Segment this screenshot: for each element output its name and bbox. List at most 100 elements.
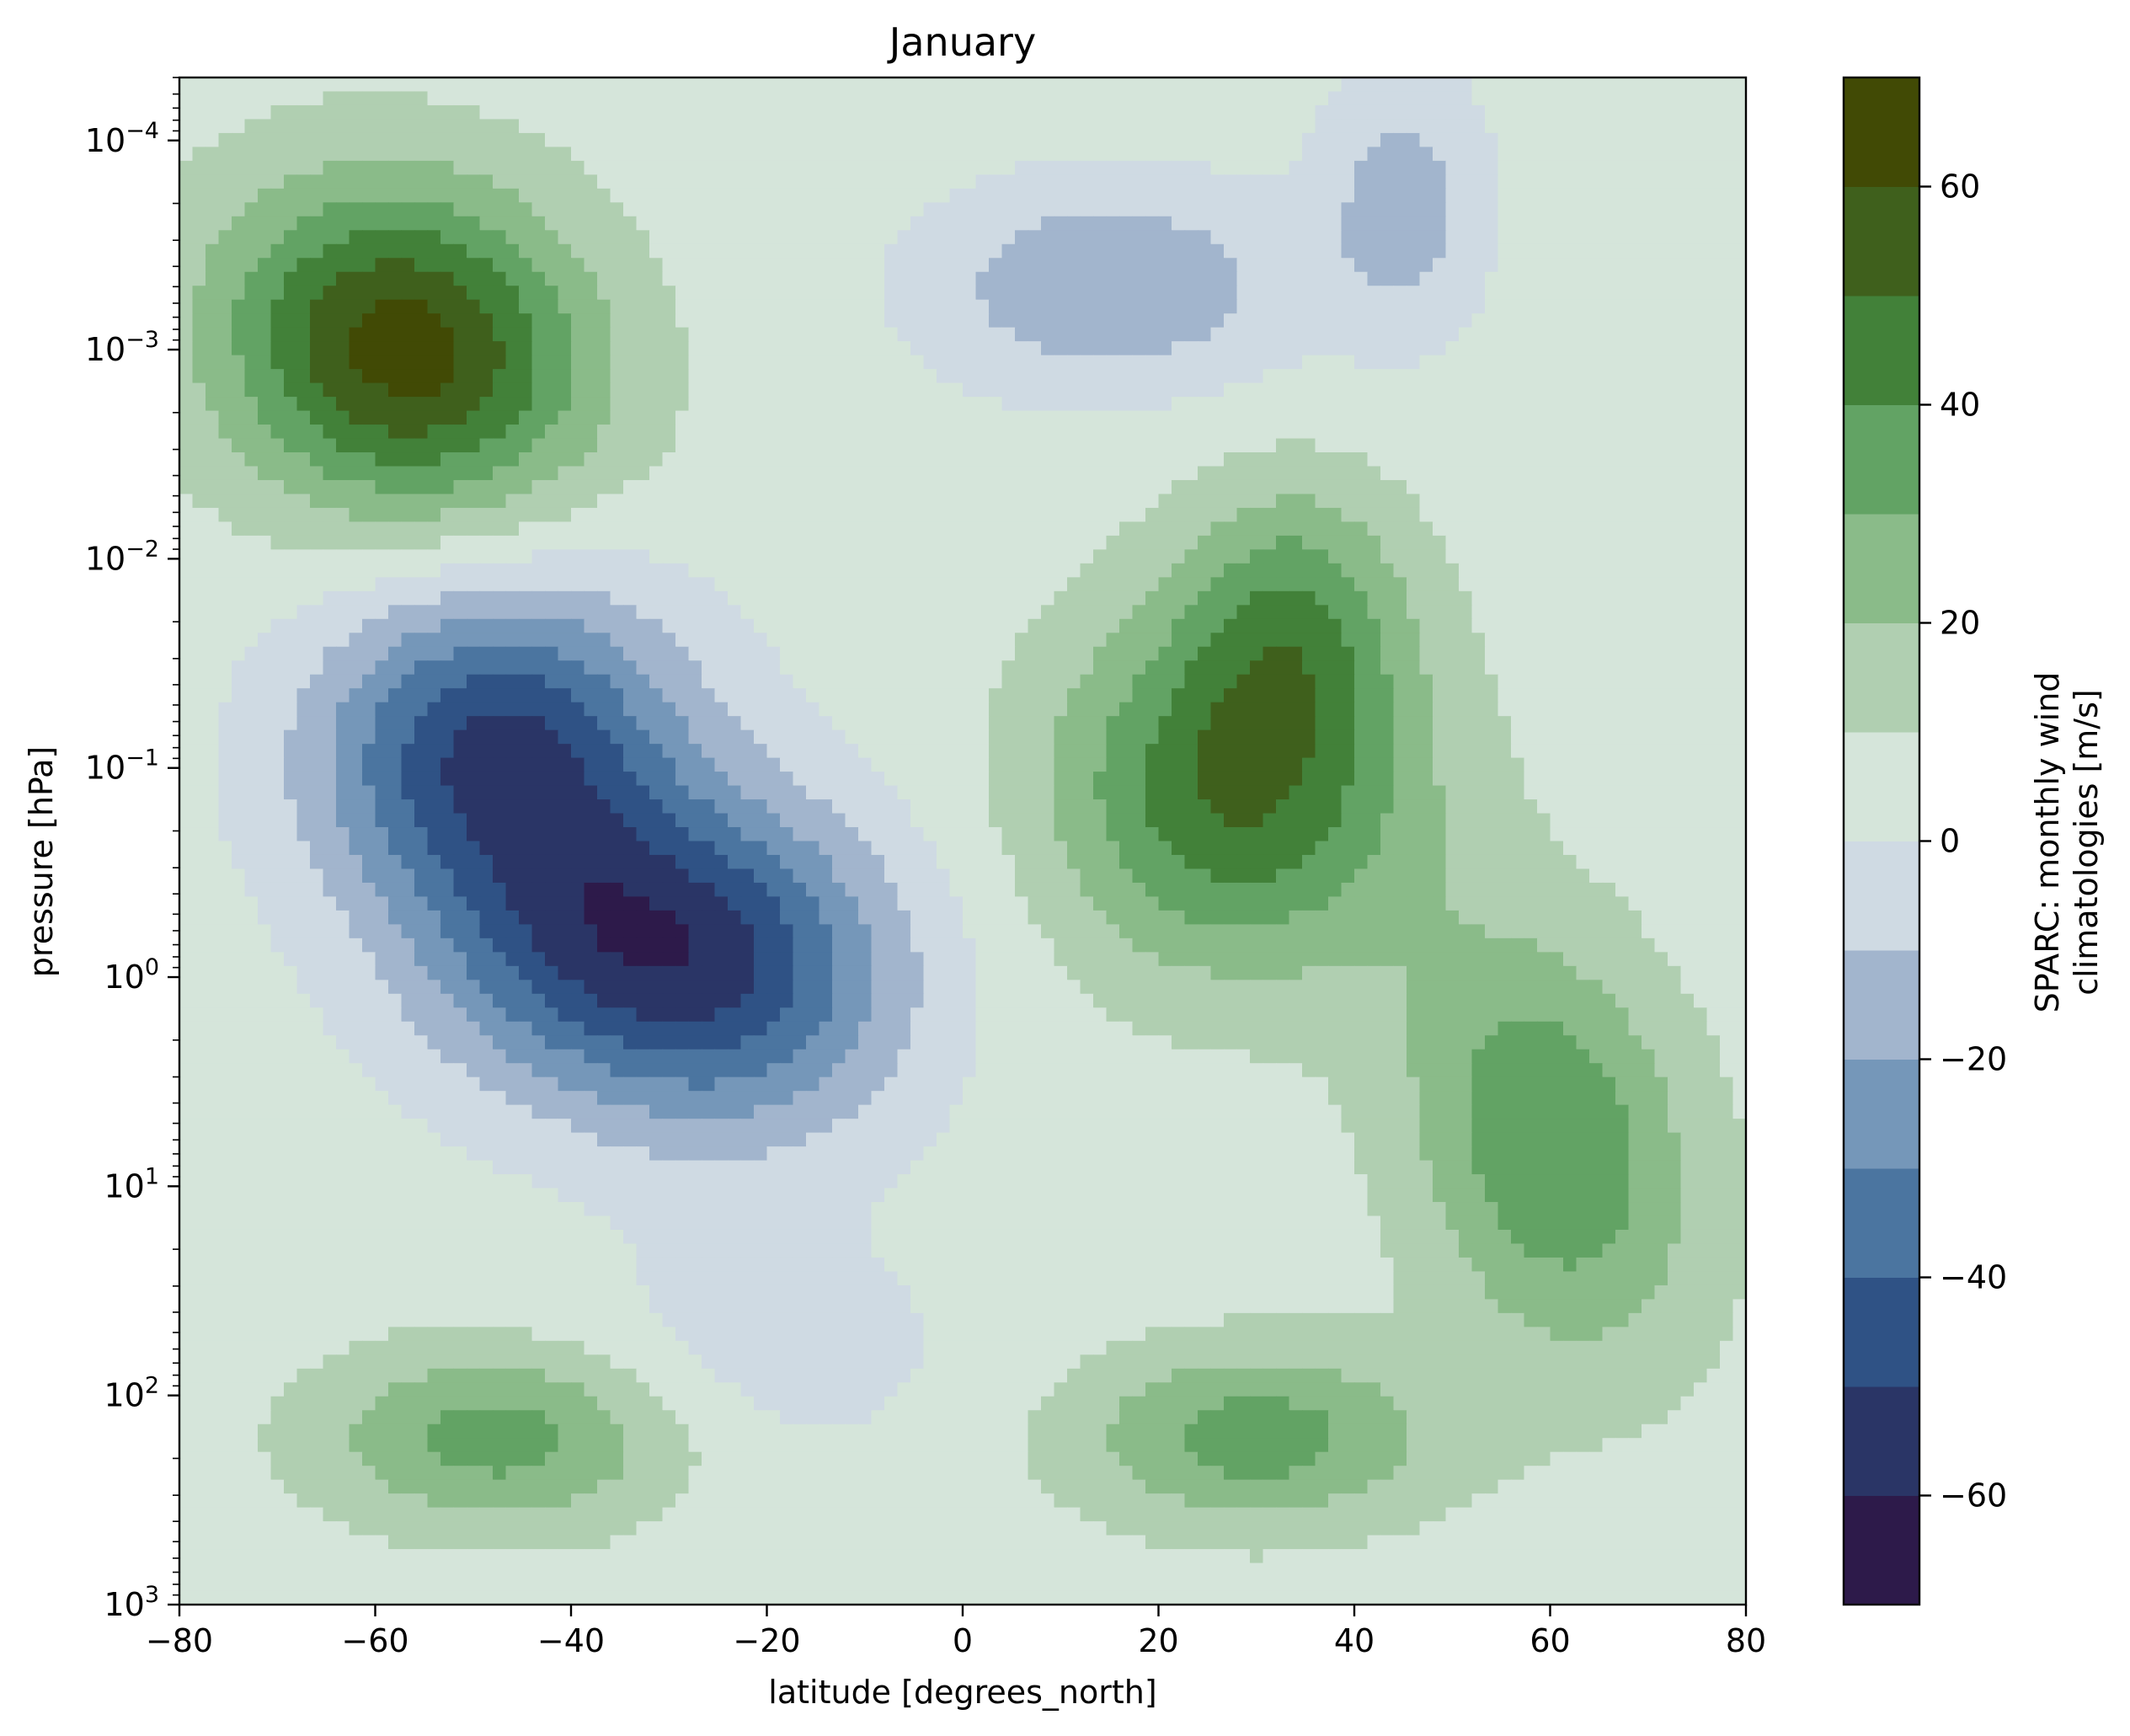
contour-cell — [675, 382, 690, 398]
contour-cell — [1341, 452, 1355, 467]
contour-cell — [1654, 77, 1668, 93]
contour-cell — [1550, 327, 1564, 342]
contour-cell — [545, 410, 559, 425]
contour-cell — [1328, 77, 1343, 93]
contour-cell — [493, 202, 507, 217]
contour-cell — [440, 618, 455, 633]
contour-cell — [910, 286, 925, 301]
contour-cell — [401, 91, 415, 106]
contour-cell — [1132, 646, 1146, 661]
contour-cell — [401, 104, 415, 120]
contour-cell — [1589, 327, 1604, 342]
contour-cell — [1080, 452, 1094, 467]
contour-cell — [688, 397, 702, 412]
contour-cell — [1367, 397, 1381, 412]
contour-cell — [1158, 618, 1172, 633]
contour-cell — [819, 230, 833, 245]
contour-cell — [1680, 258, 1695, 273]
contour-cell — [714, 258, 729, 273]
contour-cell — [728, 355, 742, 370]
contour-cell — [1001, 230, 1016, 245]
contour-cell — [1132, 549, 1146, 564]
contour-cell — [1445, 590, 1460, 606]
contour-cell — [1015, 479, 1029, 495]
contour-cell — [1589, 174, 1604, 190]
contour-cell — [1093, 507, 1108, 523]
contour-cell — [571, 549, 585, 564]
contour-cell — [1341, 216, 1355, 231]
contour-cell — [270, 535, 285, 550]
contour-cell — [1341, 549, 1355, 564]
contour-cell — [1433, 119, 1447, 134]
contour-cell — [1106, 230, 1120, 245]
contour-cell — [937, 271, 951, 286]
contour-cell — [806, 577, 820, 592]
contour-cell — [897, 119, 911, 134]
contour-cell — [1732, 590, 1747, 606]
contour-cell — [793, 299, 807, 314]
contour-cell — [531, 243, 546, 259]
contour-cell — [1158, 479, 1172, 495]
contour-cell — [1602, 494, 1616, 509]
contour-cell — [636, 327, 650, 342]
contour-cell — [858, 494, 873, 509]
contour-cell — [414, 160, 429, 175]
contour-cell — [1289, 188, 1303, 203]
contour-cell — [1589, 313, 1604, 329]
contour-cell — [1576, 507, 1590, 523]
contour-cell — [1537, 258, 1551, 273]
contour-cell — [531, 119, 546, 134]
contour-cell — [1445, 410, 1460, 425]
contour-cell — [401, 633, 415, 648]
contour-cell — [1537, 549, 1551, 564]
contour-cell — [1145, 271, 1160, 286]
contour-cell — [1198, 590, 1212, 606]
contour-cell — [728, 397, 742, 412]
contour-cell — [1198, 286, 1212, 301]
contour-cell — [519, 466, 533, 481]
contour-cell — [832, 410, 846, 425]
contour-cell — [1184, 466, 1198, 481]
contour-cell — [1445, 119, 1460, 134]
contour-cell — [1589, 633, 1604, 648]
contour-cell — [636, 646, 650, 661]
contour-cell — [1668, 286, 1682, 301]
contour-cell — [558, 299, 572, 314]
contour-cell — [793, 230, 807, 245]
contour-cell — [1315, 369, 1329, 384]
contour-cell — [258, 271, 272, 286]
contour-cell — [310, 119, 324, 134]
contour-cell — [884, 341, 899, 356]
contour-cell — [1080, 327, 1094, 342]
contour-cell — [845, 104, 859, 120]
contour-cell — [336, 286, 350, 301]
contour-cell — [1642, 410, 1656, 425]
contour-cell — [270, 119, 285, 134]
contour-cell — [1706, 494, 1721, 509]
contour-cell — [479, 605, 494, 620]
contour-cell — [1459, 341, 1473, 356]
contour-cell — [1250, 563, 1264, 578]
contour-cell — [1263, 91, 1277, 106]
contour-cell — [662, 563, 676, 578]
contour-cell — [728, 521, 742, 537]
contour-cell — [1589, 91, 1604, 106]
contour-cell — [793, 507, 807, 523]
contour-cell — [754, 438, 768, 453]
contour-cell — [636, 202, 650, 217]
contour-cell — [832, 147, 846, 162]
contour-cell — [453, 147, 467, 162]
contour-cell — [780, 271, 794, 286]
contour-cell — [780, 147, 794, 162]
contour-cell — [610, 549, 624, 564]
contour-cell — [1054, 202, 1068, 217]
contour-cell — [884, 605, 899, 620]
contour-cell — [1680, 410, 1695, 425]
contour-cell — [858, 202, 873, 217]
contour-cell — [1210, 521, 1225, 537]
contour-cell — [1328, 202, 1343, 217]
contour-cell — [1628, 147, 1642, 162]
contour-cell — [806, 369, 820, 384]
contour-cell — [310, 577, 324, 592]
contour-cell — [206, 521, 220, 537]
